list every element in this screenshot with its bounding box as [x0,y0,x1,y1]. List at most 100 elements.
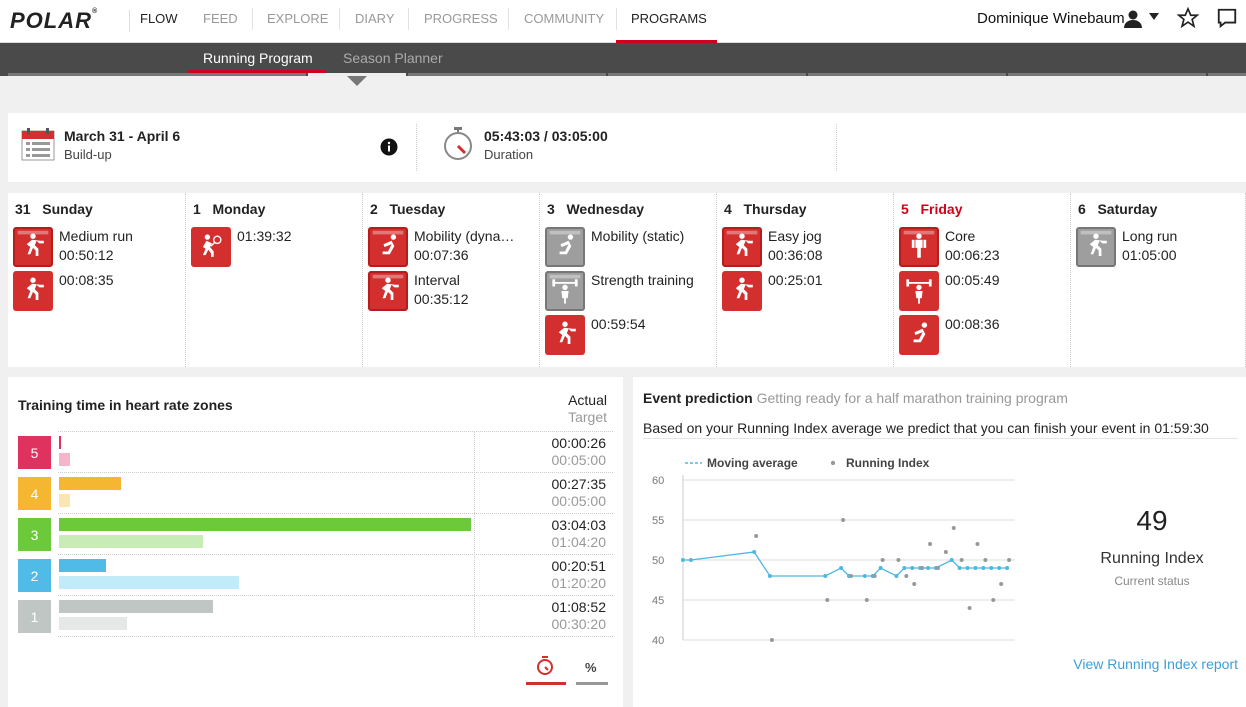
day-column[interactable]: 4 Thursday Easy jog 00:36:08 00:25:01 [717,193,894,367]
training-session[interactable]: Long run 01:05:00 [1076,227,1246,269]
zone-row-divider [58,513,613,514]
week-segment[interactable] [8,73,306,76]
info-icon[interactable] [380,138,398,156]
run-icon [13,271,53,311]
day-column[interactable]: 5 Friday Core 00:06:23 00:05:49 00:08:36 [894,193,1071,367]
message-icon[interactable] [1216,7,1238,29]
day-header: 4 Thursday [724,201,806,217]
percent-toggle-underline [576,682,608,685]
running-index-point [983,558,988,562]
training-session[interactable]: 00:08:36 [899,315,1069,357]
moving-average-point [957,566,962,570]
program-subnav [0,43,1246,76]
running-index-point [951,526,956,530]
session-time: 00:25:01 [768,272,823,288]
training-session[interactable]: Easy jog 00:36:08 [722,227,892,269]
moving-average-point [965,566,970,570]
chevron-down-icon[interactable] [1149,13,1159,21]
day-column[interactable]: 3 Wednesday Mobility (static) Strength t… [540,193,717,367]
nav-programs[interactable]: PROGRAMS [631,11,707,26]
day-column[interactable]: 1 Monday 01:39:32 [186,193,363,367]
zone-times: 01:08:52 00:30:20 [476,599,607,633]
running-index-point [880,558,885,562]
zone-row-divider [58,554,613,555]
running-index-point [841,518,846,522]
running-index-label: Running Index [1100,550,1204,567]
week-segment[interactable] [608,73,806,76]
moving-average-point [878,566,883,570]
tab-season-planner[interactable]: Season Planner [343,50,443,66]
week-segment[interactable] [808,73,1006,76]
nav-divider [508,8,509,30]
nav-feed[interactable]: FEED [203,11,238,26]
user-icon[interactable] [1123,9,1143,29]
week-summary-card [8,113,1246,182]
star-icon[interactable] [1177,7,1199,29]
nav-community[interactable]: COMMUNITY [524,11,605,26]
day-date: 5 [901,201,909,217]
session-time: 01:39:32 [237,228,292,244]
week-segment[interactable] [1208,73,1246,76]
user-menu[interactable]: Dominique Winebaum [977,10,1125,27]
zone-target-time: 00:05:00 [551,452,607,468]
training-session[interactable]: 00:59:54 [545,315,715,357]
day-name: Thursday [743,201,807,217]
view-report-link[interactable]: View Running Index report [1073,656,1238,672]
session-time: 00:36:08 [768,247,823,263]
training-session[interactable]: 00:08:35 [13,271,183,313]
training-session[interactable]: Mobility (dyna… 00:07:36 [368,227,538,269]
day-date: 2 [370,201,378,217]
zone-target-bar [59,535,203,548]
training-session[interactable]: 00:05:49 [899,271,1069,313]
zone-target-time: 01:04:20 [551,534,607,550]
zone-row-divider [58,636,613,637]
week-segment[interactable] [1008,73,1206,76]
training-session[interactable]: 00:25:01 [722,271,892,313]
zone-target-time: 00:05:00 [551,493,607,509]
running-index-value: 49 [1136,505,1168,536]
subtab-active-indicator [188,70,326,73]
day-column[interactable]: 6 Saturday Long run 01:05:00 [1071,193,1246,367]
day-header: 6 Saturday [1078,201,1157,217]
mobility-icon [545,227,585,267]
tennis-icon [191,227,231,267]
session-time: 00:59:54 [591,316,646,332]
percent-toggle[interactable]: % [585,660,597,675]
nav-progress[interactable]: PROGRESS [424,11,498,26]
week-segment-current[interactable] [308,73,406,76]
zone-actual-time: 00:00:26 [551,435,607,451]
session-time: 00:08:36 [945,316,1000,332]
week-segment[interactable] [408,73,606,76]
flow-label: FLOW [140,11,178,26]
legend-label-running-index: Running Index [846,456,930,470]
nav-divider [252,8,253,30]
training-session[interactable]: Interval 00:35:12 [368,271,538,313]
session-time: 00:05:49 [945,272,1000,288]
training-session[interactable]: Core 00:06:23 [899,227,1069,269]
training-session[interactable]: Mobility (static) [545,227,715,269]
day-column[interactable]: 2 Tuesday Mobility (dyna… 00:07:36 Inter… [363,193,540,367]
session-info: 00:05:49 [945,271,1069,290]
nav-diary[interactable]: DIARY [355,11,395,26]
session-name: Long run [1122,228,1178,244]
tab-running-program[interactable]: Running Program [203,50,313,66]
nav-explore[interactable]: EXPLORE [267,11,329,26]
day-column[interactable]: 31 Sunday Medium run 00:50:12 00:08:35 [8,193,186,367]
training-session[interactable]: 01:39:32 [191,227,361,269]
zone-target-bar [59,453,70,466]
zone-target-bar [59,576,239,589]
time-toggle-underline [526,682,566,685]
moving-average-point [767,574,772,578]
training-session[interactable]: Medium run 00:50:12 [13,227,183,269]
session-info: Mobility (static) [591,227,715,246]
zone-target-bar [59,494,70,507]
zone-times: 00:20:51 01:20:20 [476,558,607,592]
polar-logo[interactable]: POLAR® [10,8,98,34]
day-name: Friday [920,201,963,217]
zone-actual-bar [59,559,106,572]
training-session[interactable]: Strength training [545,271,715,313]
session-info: 00:59:54 [591,315,715,334]
day-header: 2 Tuesday [370,201,445,217]
moving-average-point [752,550,757,554]
stopwatch-toggle-icon[interactable] [535,656,555,676]
